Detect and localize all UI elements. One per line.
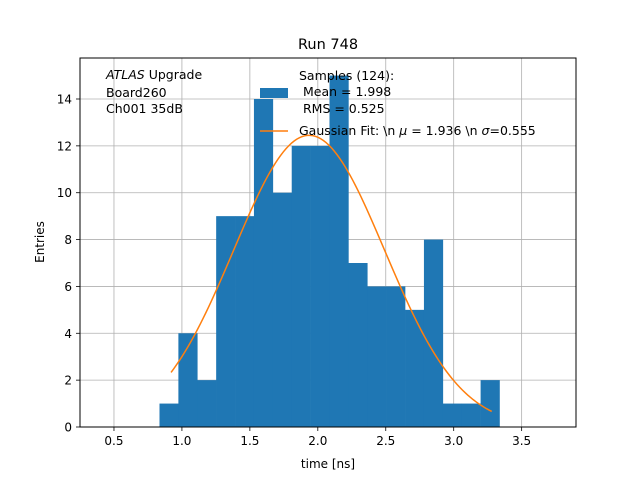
- atlas-italic-label: ATLAS: [105, 67, 145, 82]
- histogram-bar: [405, 309, 425, 427]
- y-tick-label: 4: [64, 327, 72, 341]
- y-tick-label: 6: [64, 280, 72, 294]
- histogram-bar: [367, 286, 387, 427]
- histogram-bar: [310, 145, 330, 427]
- atlas-annotation-line-3: Ch001 35dB: [106, 101, 183, 116]
- histogram-bar: [235, 216, 255, 427]
- x-tick-label: 2.0: [308, 434, 327, 448]
- y-tick-label: 10: [57, 186, 72, 200]
- atlas-annotation-line-2: Board260: [106, 85, 167, 100]
- chart-title: Run 748: [298, 37, 358, 53]
- histogram-bar: [442, 403, 463, 427]
- x-axis-label: time [ns]: [301, 457, 355, 471]
- plot-frame: [79, 57, 577, 428]
- histogram-bar: [159, 403, 179, 427]
- y-tick-label: 12: [57, 139, 72, 153]
- legend-hist-swatch: [260, 88, 288, 98]
- gaussian-fit-line: [170, 134, 493, 413]
- x-tick-label: 2.5: [376, 434, 395, 448]
- histogram-bar: [253, 99, 274, 427]
- histogram-bar: [348, 263, 368, 427]
- axis-ticks: 0.5 1.0 1.5 2.0 2.5 3.0 3.5 0 2 4 6 8 10 12 14: [57, 93, 531, 449]
- x-tick-label: 1.0: [172, 434, 191, 448]
- x-tick-label: 0.5: [104, 434, 123, 448]
- x-tick-label: 1.5: [240, 434, 259, 448]
- x-tick-label: 3.0: [444, 434, 463, 448]
- histogram-bar: [272, 192, 293, 427]
- legend: Samples (124): Mean = 1.998 RMS = 0.525 …: [260, 68, 536, 138]
- histogram-bar: [423, 239, 444, 427]
- y-axis-label: Entries: [33, 221, 47, 263]
- histogram-bars: [159, 75, 500, 428]
- y-tick-label: 2: [64, 374, 72, 388]
- legend-fit-label: Gaussian Fit: \n μ = 1.936 \n σ=0.555: [299, 123, 536, 138]
- y-tick-label: 0: [64, 421, 72, 435]
- histogram-bar: [386, 286, 406, 427]
- histogram-bar: [178, 333, 198, 427]
- atlas-upgrade-label: Upgrade: [149, 67, 203, 82]
- histogram-bar: [216, 216, 236, 427]
- x-tick-label: 3.5: [512, 434, 531, 448]
- histogram-bar: [461, 403, 481, 427]
- legend-hist-label-line-2: Mean = 1.998: [299, 84, 391, 99]
- legend-hist-label-line-1: Samples (124):: [299, 68, 394, 83]
- histogram-bar: [480, 380, 500, 427]
- legend-hist-label-line-3: RMS = 0.525: [299, 101, 385, 116]
- histogram-bar: [197, 380, 217, 427]
- histogram-bar: [291, 145, 311, 427]
- y-tick-label: 14: [57, 93, 72, 107]
- y-tick-label: 8: [64, 233, 72, 247]
- atlas-annotation-line-1: ATLAS Upgrade: [105, 67, 202, 82]
